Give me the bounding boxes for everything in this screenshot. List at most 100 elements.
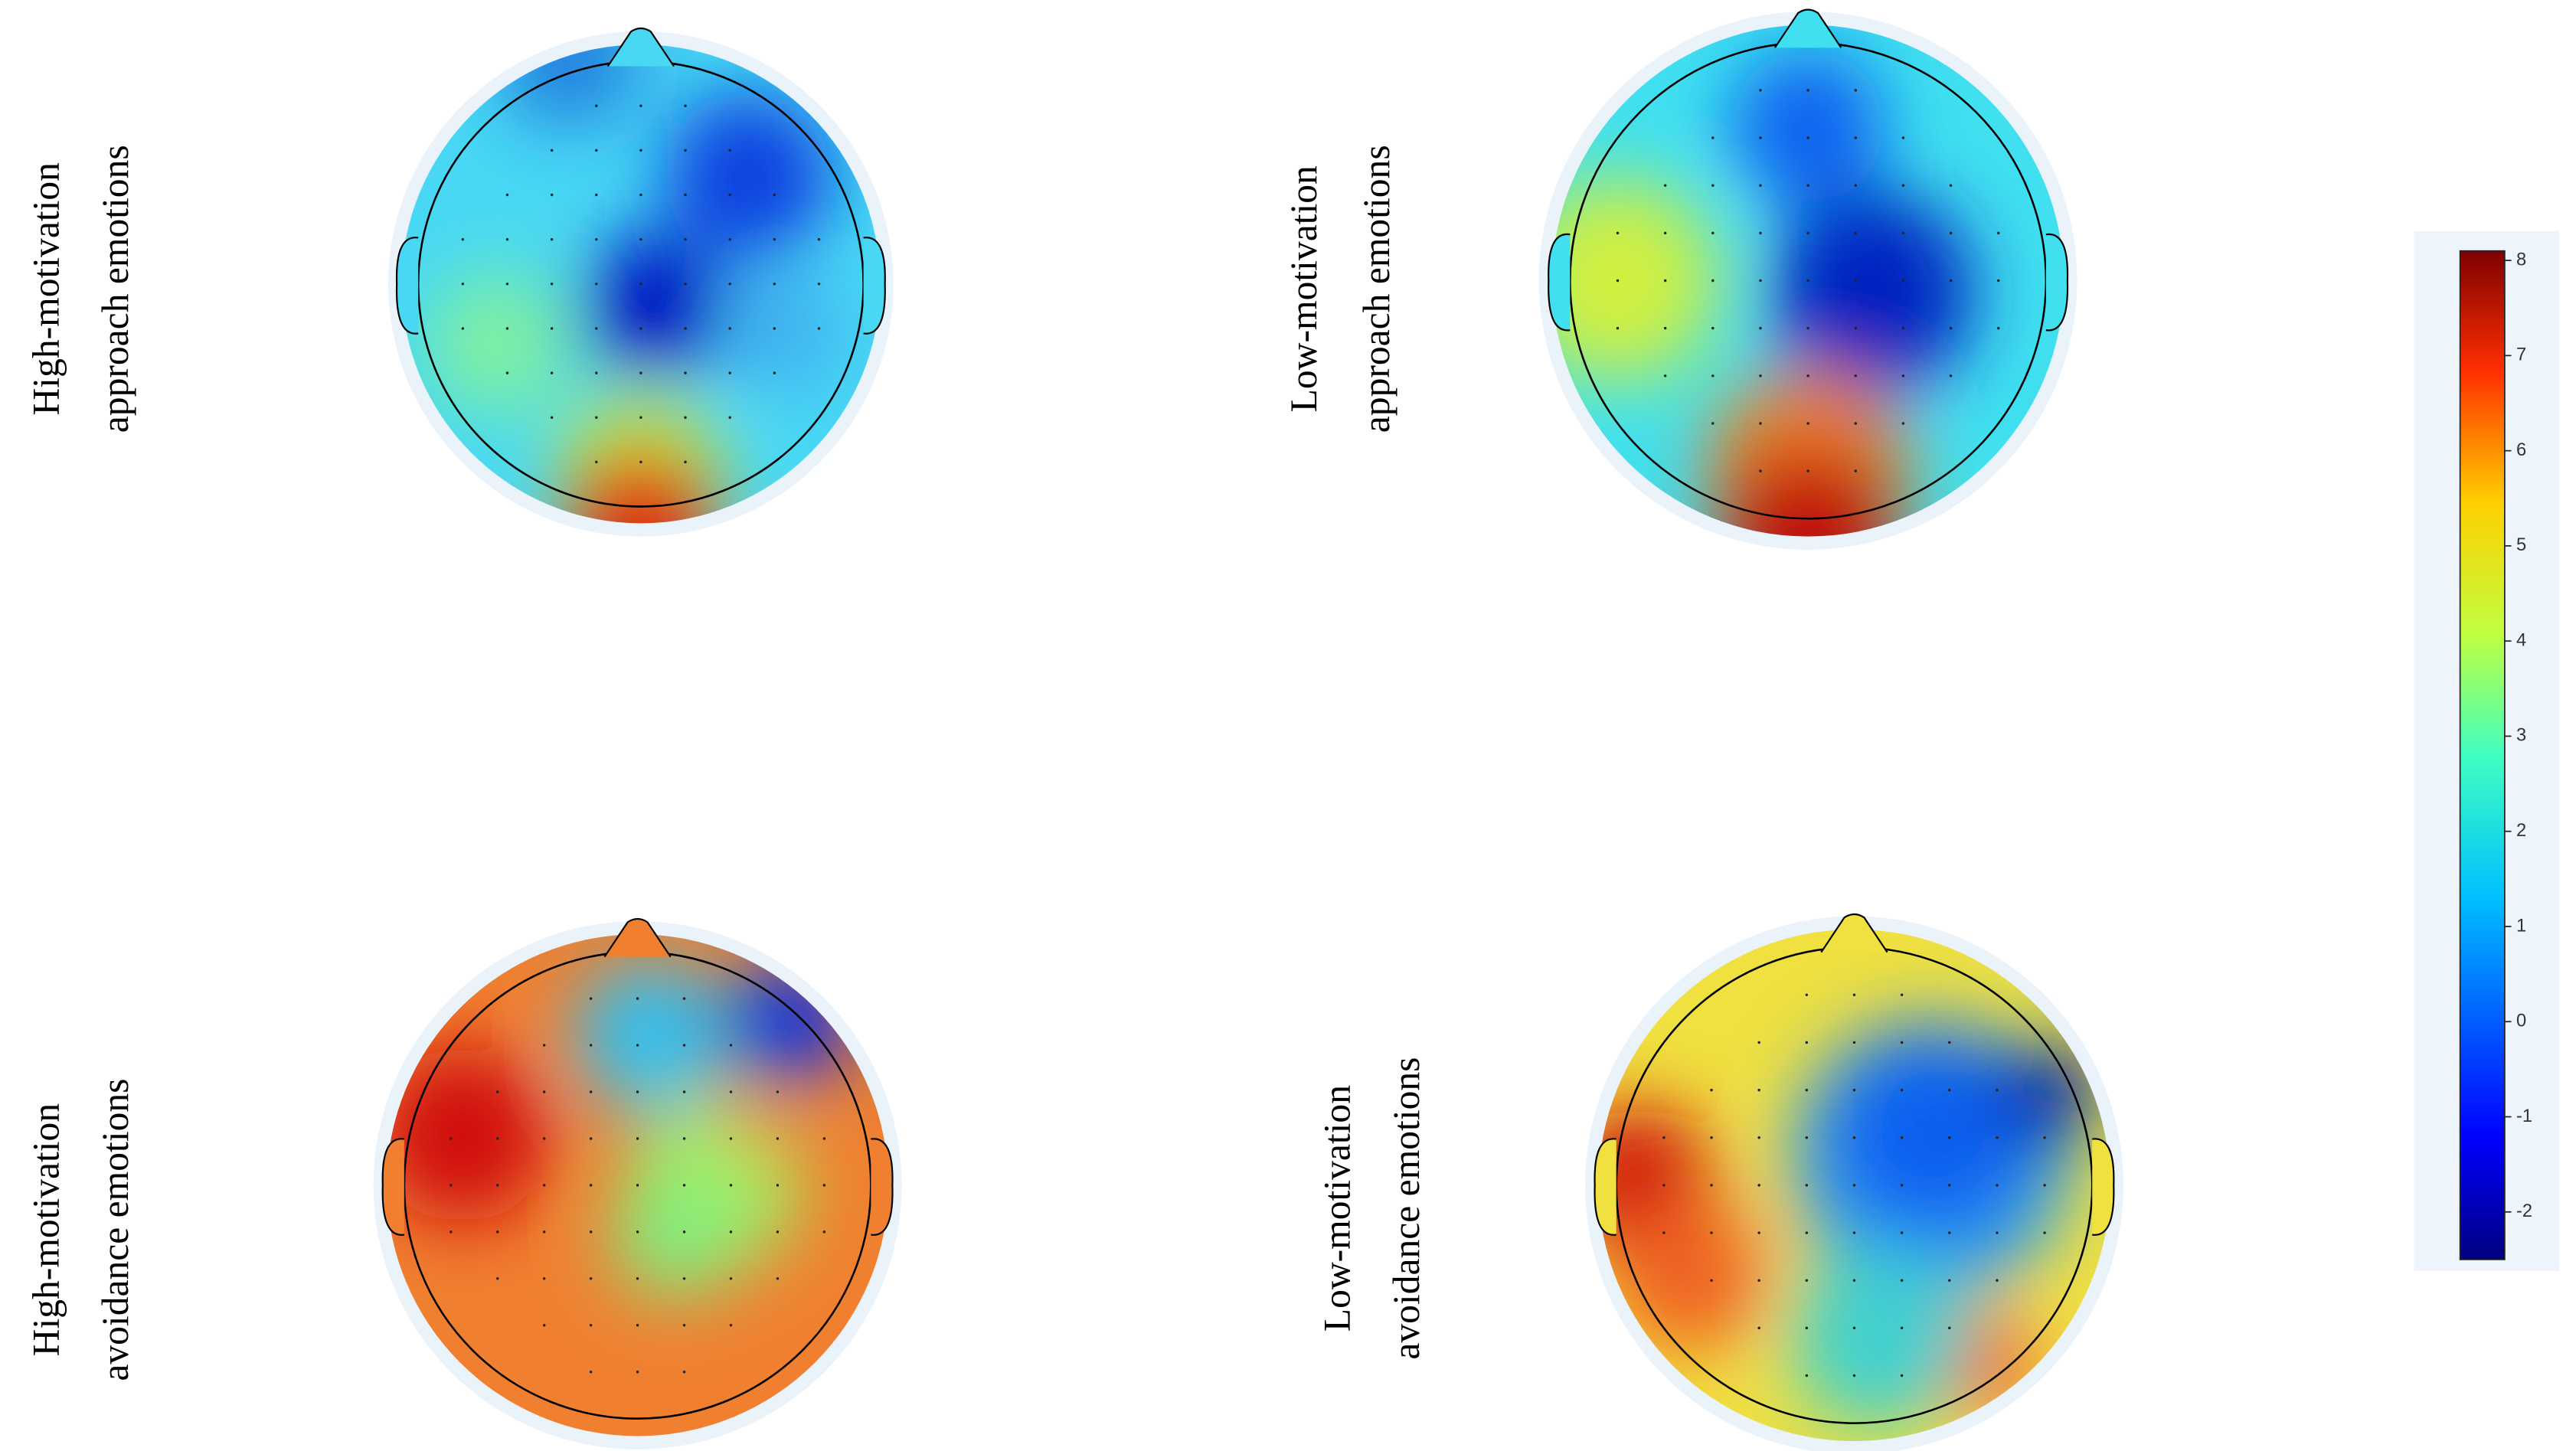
electrode [1805,1184,1809,1187]
heat-blobs [1598,1018,2097,1429]
electrode [1949,326,1953,330]
electrode [1662,1184,1666,1187]
electrode [1711,326,1715,330]
electrode [589,1277,593,1280]
heat-blob [580,236,725,380]
heatmap [401,44,881,524]
electrode [817,327,821,330]
electrode [542,1230,546,1234]
electrode [595,193,598,197]
electrode [1759,469,1762,472]
electrode [1900,993,1904,997]
electrode [1806,231,1809,235]
electrode [1805,1088,1809,1092]
electrode [682,1324,686,1327]
heat-blob [425,272,570,416]
electrode [729,1184,733,1187]
electrode [1759,279,1762,283]
electrode [1996,326,2000,330]
panel-label: approach emotions [94,145,136,433]
electrode [639,104,642,107]
panel-label: High-motivation [25,1103,67,1357]
heat-blob [1829,1031,2034,1237]
electrode [639,193,642,197]
electrode [682,1137,686,1140]
electrode [728,327,731,330]
electrode [1806,136,1809,139]
electrode [1900,1374,1904,1377]
electrode [636,997,639,1000]
electrode [1901,279,1905,283]
electrode [505,371,509,374]
electrode [1949,231,1953,235]
electrode [1806,279,1809,283]
electrode [822,1184,826,1187]
topomap [1538,8,2077,550]
electrode [1757,1279,1760,1282]
electrode [684,416,687,419]
electrode [776,1230,780,1234]
colorbar-tick-label: 4 [2516,630,2526,650]
electrode [542,1090,546,1093]
electrode [589,1184,593,1187]
electrode [729,1137,733,1140]
electrode [1852,1279,1856,1282]
electrode [1901,422,1905,425]
electrode [1805,1041,1809,1044]
electrode [636,1277,639,1280]
nose [1774,8,1842,48]
heat-blob [1551,178,1719,384]
electrode [682,1090,686,1093]
heat-blob [1718,446,1898,537]
electrode [1949,184,1953,187]
electrode [728,237,731,241]
electrode [595,416,598,419]
electrode [550,371,554,374]
electrode [1900,1136,1904,1139]
electrode [595,237,598,241]
electrode [595,149,598,152]
electrode [684,237,687,241]
electrode [542,1277,546,1280]
electrode [1759,422,1762,425]
electrode [1757,1088,1760,1092]
electrode [639,283,642,286]
electrode [684,460,687,464]
electrode [1948,1088,1951,1092]
electrode [1948,1231,1951,1234]
electrode [636,1044,639,1047]
electrode [589,1044,593,1047]
electrode [682,997,686,1000]
electrode [684,283,687,286]
electrode [1901,326,1905,330]
electrode [1805,1326,1809,1330]
panel-label: Low-motivation [1283,165,1325,412]
electrode [1663,326,1667,330]
electrode [684,371,687,374]
electrode [1900,1231,1904,1234]
electrode [639,371,642,374]
electrode [773,327,776,330]
heat-blob [1769,191,1975,396]
ear [381,1138,404,1236]
electrode [449,1137,453,1140]
electrode [822,1230,826,1234]
electrode [1663,231,1667,235]
electrode [1900,1088,1904,1092]
electrode [1996,279,2000,283]
electrode [1710,1184,1713,1187]
electrode [1854,184,1857,187]
ear [871,1138,894,1236]
electrode [1852,1088,1856,1092]
electrode [1948,1136,1951,1139]
electrode [1711,231,1715,235]
electrode [776,1277,780,1280]
electrode [1710,1279,1713,1282]
ear [863,237,886,335]
panel-label: avoidance emotions [94,1079,136,1381]
electrode [1900,1184,1904,1187]
electrode [639,327,642,330]
electrode [636,1370,639,1374]
heatmap [1598,929,2110,1442]
